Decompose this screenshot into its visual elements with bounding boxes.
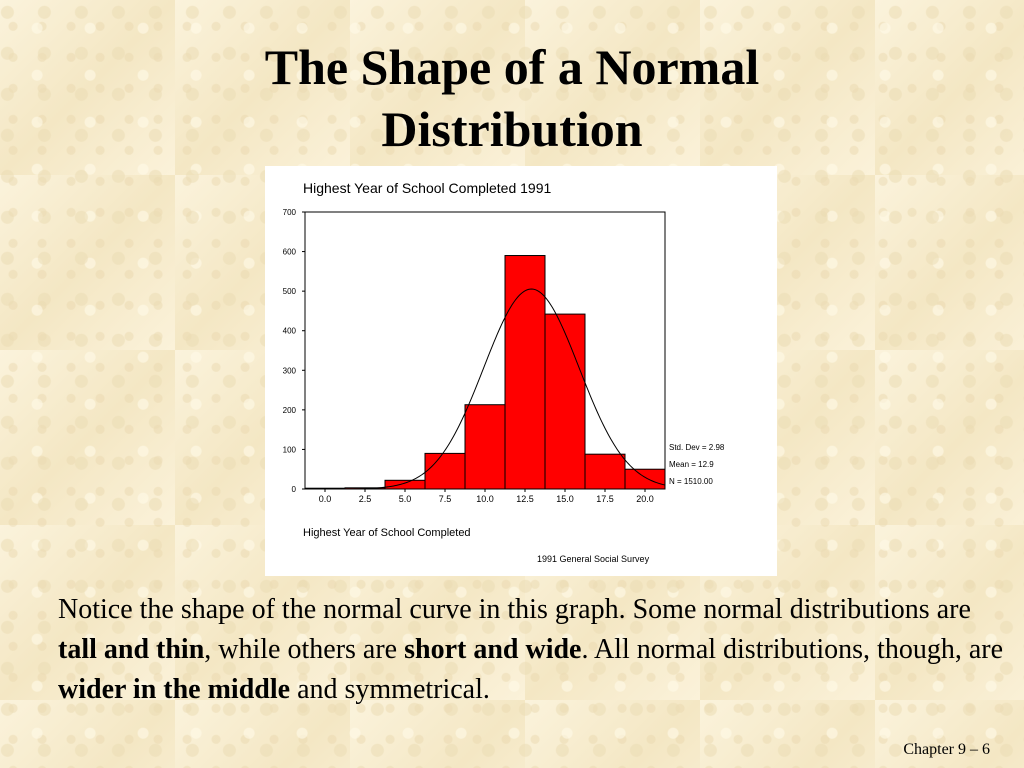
y-tick-label: 100	[283, 445, 297, 454]
histogram-chart: Highest Year of School Completed 1991 0 1…	[283, 180, 725, 564]
histogram-bar	[464, 404, 506, 490]
histogram-bar	[544, 313, 586, 490]
body-text-1: Notice the shape of the normal curve in …	[58, 594, 971, 625]
histogram-bar	[584, 453, 626, 490]
body-paragraph: Notice the shape of the normal curve in …	[58, 590, 1003, 710]
y-tick-label: 400	[283, 327, 297, 336]
stats-box: Std. Dev = 2.98 Mean = 12.9 N = 1510.00	[669, 443, 725, 486]
stats-line: Std. Dev = 2.98	[669, 443, 725, 452]
y-tick-label: 600	[283, 248, 297, 257]
chart-panel: Highest Year of School Completed 1991 0 1…	[265, 166, 777, 576]
title-line-1: The Shape of a Normal	[264, 39, 760, 95]
y-tick-label: 500	[283, 287, 297, 296]
x-tick-label: 20.0	[636, 494, 654, 504]
histogram-bar	[624, 468, 666, 490]
slide-footer: Chapter 9 – 6	[903, 741, 990, 758]
histogram-bar	[384, 479, 426, 490]
x-tick-label: 0.0	[319, 494, 332, 504]
body-text-2: , while others are	[204, 634, 405, 665]
x-tick-label: 15.0	[556, 494, 574, 504]
body-text-4: and symmetrical.	[290, 674, 490, 705]
source-note: 1991 General Social Survey	[537, 554, 650, 564]
x-tick-label: 7.5	[439, 494, 452, 504]
x-tick-label: 5.0	[399, 494, 412, 504]
y-tick-label: 300	[283, 366, 297, 375]
x-tick-label: 2.5	[359, 494, 372, 504]
x-axis: 0.0 2.5 5.0 7.5 10.0 12.5 15.0 17.5 20.0	[319, 489, 654, 504]
y-tick-label: 700	[283, 208, 297, 217]
histogram-bar	[424, 452, 466, 490]
body-bold-short-wide: short and wide	[404, 634, 582, 665]
body-bold-wider-middle: wider in the middle	[58, 674, 291, 705]
bars-layer	[304, 255, 666, 490]
y-tick-label: 0	[292, 485, 297, 494]
slide-title: The Shape of a Normal Distribution	[0, 36, 1024, 160]
y-axis: 0 100 200 300 400 500 600 700	[283, 208, 305, 494]
body-text-3: . All normal distributions, though, are	[581, 634, 1004, 665]
stats-line: N = 1510.00	[669, 477, 713, 486]
body-bold-tall-thin: tall and thin	[58, 634, 205, 665]
stats-line: Mean = 12.9	[669, 460, 714, 469]
x-tick-label: 10.0	[476, 494, 494, 504]
histogram-bar	[504, 255, 546, 490]
chart-title: Highest Year of School Completed 1991	[303, 180, 551, 196]
x-tick-label: 12.5	[516, 494, 534, 504]
x-axis-label: Highest Year of School Completed	[303, 527, 471, 539]
title-line-2: Distribution	[381, 101, 643, 157]
x-tick-label: 17.5	[596, 494, 614, 504]
y-tick-label: 200	[283, 406, 297, 415]
